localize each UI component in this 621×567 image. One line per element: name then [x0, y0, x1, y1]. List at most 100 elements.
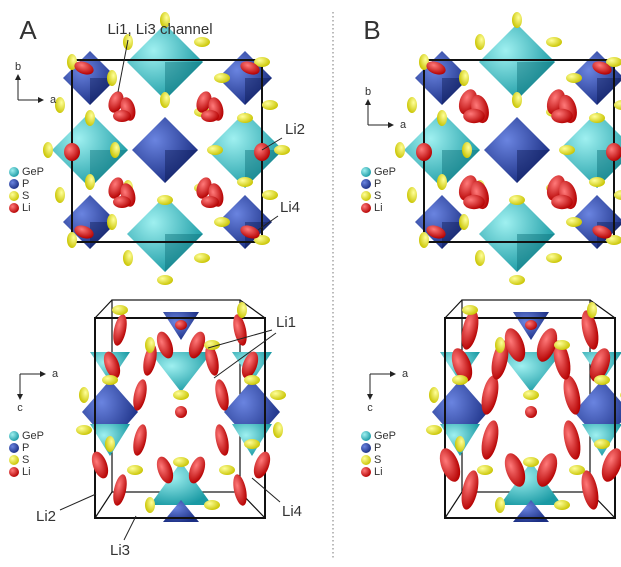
lithium [133, 424, 147, 456]
sulfur [173, 390, 189, 400]
sulfur [509, 275, 525, 285]
sulfur [566, 217, 582, 227]
sulfur [407, 97, 417, 113]
sulfur [475, 250, 485, 266]
sulfur [194, 37, 210, 47]
leader-line [257, 215, 279, 231]
sulfur [475, 34, 485, 50]
lithium [240, 61, 260, 75]
legend-label: P [374, 178, 381, 190]
legend-label: GeP [22, 166, 44, 178]
axis-label: b [365, 86, 371, 98]
lithium [525, 320, 537, 330]
lithium [563, 375, 581, 415]
sulfur [569, 465, 585, 475]
sulfur [244, 375, 260, 385]
sulfur [112, 305, 128, 315]
legend-label: Li [22, 466, 31, 478]
gep-octahedron-face [165, 234, 203, 272]
sulfur [546, 253, 562, 263]
sulfur [509, 195, 525, 205]
lithium [175, 406, 187, 418]
lithium [504, 453, 526, 487]
sulfur [79, 387, 89, 403]
sulfur [452, 375, 468, 385]
sulfur [107, 214, 117, 230]
sulfur [407, 187, 417, 203]
sulfur [437, 174, 447, 190]
sulfur [614, 190, 621, 200]
axis-indicator: ba [15, 61, 57, 106]
leader-line [251, 477, 281, 503]
sulfur [76, 425, 92, 435]
sulfur [67, 232, 77, 248]
annotation: Li1 [276, 314, 296, 331]
gep-octahedron [500, 462, 562, 505]
sulfur [606, 235, 621, 245]
sulfur [173, 457, 189, 467]
lithium [592, 61, 612, 75]
legend-swatch [9, 191, 19, 201]
annotation: Li3 [110, 542, 130, 559]
lithium [113, 196, 131, 208]
lithium [461, 310, 479, 350]
sulfur [107, 70, 117, 86]
sulfur [523, 390, 539, 400]
lithium [606, 143, 621, 161]
axis-label: c [17, 402, 23, 414]
axis-label: a [52, 368, 59, 380]
sulfur [523, 457, 539, 467]
sulfur [455, 436, 465, 452]
lithium [254, 143, 270, 161]
lithium [133, 379, 147, 411]
sulfur [559, 145, 575, 155]
lithium [74, 225, 94, 239]
lithium [463, 194, 485, 210]
axis-label: a [400, 119, 407, 131]
annotation: Li4 [280, 199, 300, 216]
lithium [188, 456, 206, 484]
lithium [113, 110, 131, 122]
lithium [504, 328, 526, 362]
sulfur [594, 375, 610, 385]
lithium [240, 225, 260, 239]
lithium [426, 61, 446, 75]
legend-swatch [9, 167, 19, 177]
legend-label: S [374, 454, 381, 466]
axis-label: a [50, 94, 57, 106]
arrow-head [367, 394, 373, 400]
gep-octahedron [479, 24, 555, 100]
arrow-head [365, 99, 371, 105]
sulfur [85, 110, 95, 126]
lithium [156, 456, 174, 484]
arrow-head [17, 394, 23, 400]
unit-cell [94, 317, 266, 519]
legend-label: Li [374, 466, 383, 478]
sulfur [254, 235, 270, 245]
lithium [108, 91, 124, 113]
sulfur [426, 425, 442, 435]
sulfur [495, 337, 505, 353]
sulfur [554, 340, 570, 350]
sulfur [395, 142, 405, 158]
lithium [233, 474, 247, 506]
sulfur [614, 100, 621, 110]
lithium [553, 340, 571, 380]
lithium [64, 143, 80, 161]
legend-swatch [9, 467, 19, 477]
lithium [481, 375, 499, 415]
sulfur [254, 57, 270, 67]
legend-swatch [361, 467, 371, 477]
sulfur [606, 57, 621, 67]
gep-octahedron [500, 352, 562, 392]
gep-octahedron-face [165, 62, 203, 100]
gep-octahedron-face [517, 234, 555, 272]
lithium [426, 225, 446, 239]
p-tetrahedron [415, 195, 469, 249]
leader-line [261, 137, 283, 151]
sulfur [123, 250, 133, 266]
